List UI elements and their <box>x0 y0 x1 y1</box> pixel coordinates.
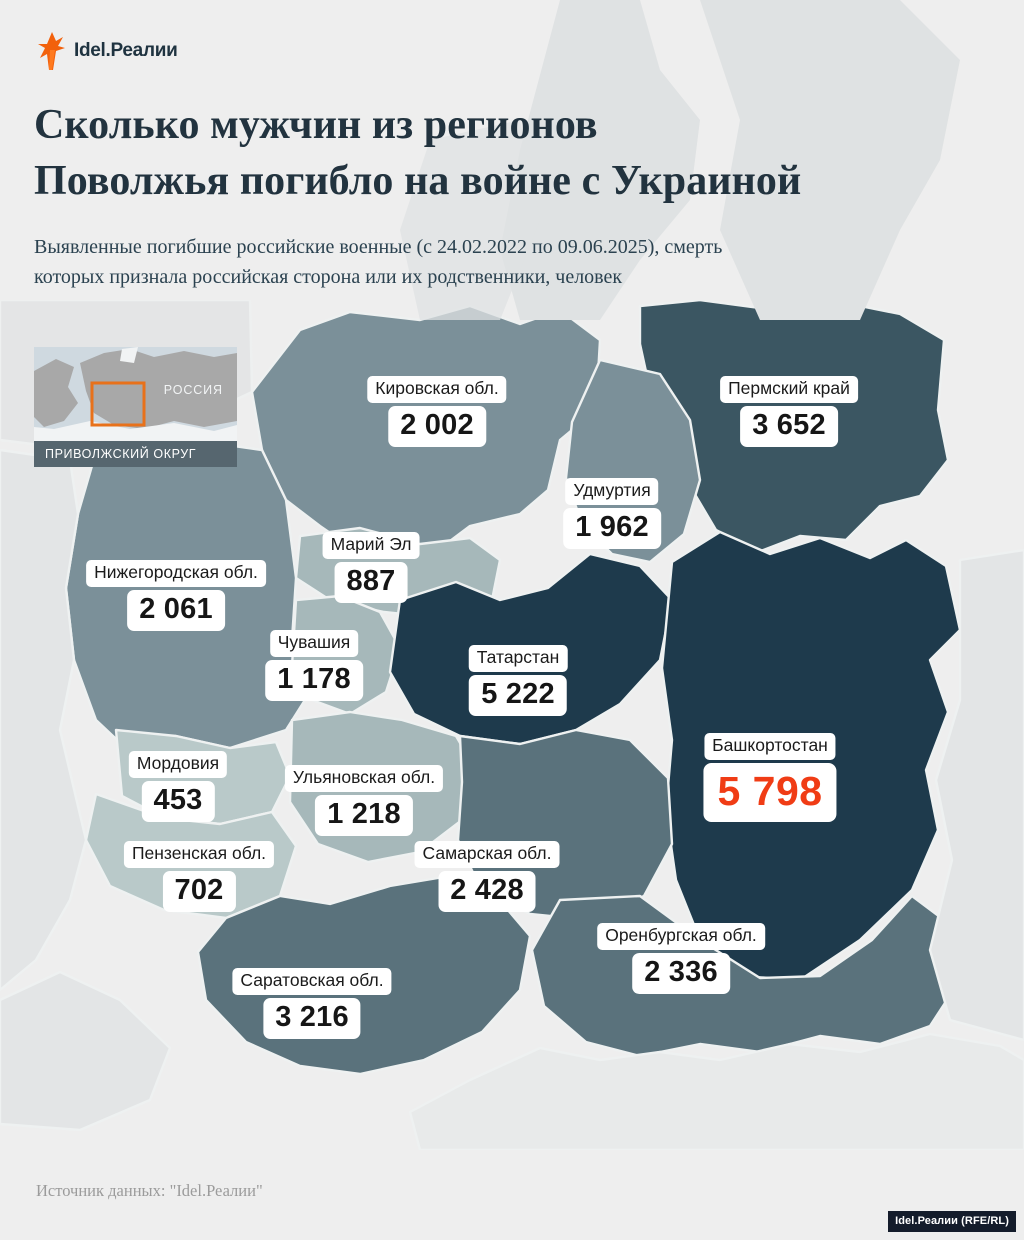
region-name: Удмуртия <box>565 478 659 505</box>
watermark-badge: Idel.Реалии (RFE/RL) <box>888 1211 1016 1232</box>
title-line-2: Поволжья погибло на войне с Украиной <box>34 157 802 204</box>
region-value: 702 <box>162 870 236 912</box>
region-name: Кировская обл. <box>367 376 507 403</box>
region-label-ulyanovsk[interactable]: Ульяновская обл. 1 218 <box>284 765 444 836</box>
region-name: Чувашия <box>269 630 359 657</box>
region-name: Оренбургская обл. <box>597 923 765 950</box>
region-value: 1 962 <box>563 507 661 549</box>
region-label-orenburg[interactable]: Оренбургская обл. 2 336 <box>597 923 765 994</box>
region-label-penza[interactable]: Пензенская обл. 702 <box>123 841 275 912</box>
region-label-kirov[interactable]: Кировская обл. 2 002 <box>367 376 507 447</box>
page-subtitle: Выявленные погибшие российские военные (… <box>34 232 964 292</box>
region-label-bashkortostan[interactable]: Башкортостан 5 798 <box>703 733 837 823</box>
title-line-1: Сколько мужчин из регионов <box>34 102 598 148</box>
region-value: 1 218 <box>315 794 413 836</box>
region-name: Пермский край <box>720 376 858 403</box>
source-note: Источник данных: "Idel.Реалии" <box>36 1181 263 1200</box>
region-name: Ульяновская обл. <box>284 765 444 792</box>
region-name: Марий Эл <box>322 532 420 559</box>
brand-logo[interactable]: Idel.Реалии <box>38 32 178 70</box>
page-title: Сколько мужчин из регионов Поволжья поги… <box>34 98 984 210</box>
region-value: 3 216 <box>263 997 361 1039</box>
inset-highlight-rect <box>90 381 146 427</box>
flame-torch-icon <box>38 32 65 70</box>
subtitle-line-2: которых признала российская сторона или … <box>34 266 623 288</box>
region-value: 2 002 <box>388 405 486 447</box>
region-value: 1 178 <box>265 659 363 701</box>
region-neighbor-southwest <box>0 970 172 1132</box>
region-label-nizhny-novgorod[interactable]: Нижегородская обл. 2 061 <box>86 560 266 631</box>
subtitle-line-1: Выявленные погибшие российские военные (… <box>34 236 723 258</box>
region-name: Пензенская обл. <box>123 841 275 868</box>
inset-locator-map: РОССИЯ ПРИВОЛЖСКИЙ ОКРУГ <box>34 347 237 467</box>
region-name: Саратовская обл. <box>232 968 392 995</box>
region-label-mari-el[interactable]: Марий Эл 887 <box>322 532 420 603</box>
region-value: 2 428 <box>438 870 536 912</box>
inset-district-label: ПРИВОЛЖСКИЙ ОКРУГ <box>45 447 197 461</box>
region-value: 5 798 <box>703 762 837 823</box>
brand-name: Idel.Реалии <box>74 40 178 61</box>
region-label-mordovia[interactable]: Мордовия 453 <box>128 751 228 822</box>
region-neighbor-west <box>0 448 88 992</box>
region-value: 5 222 <box>469 674 567 716</box>
region-label-tatarstan[interactable]: Татарстан 5 222 <box>468 645 568 716</box>
inset-water-and-outside <box>34 347 237 441</box>
region-name: Самарская обл. <box>414 841 560 868</box>
region-name: Мордовия <box>128 751 228 778</box>
region-value: 3 652 <box>740 405 838 447</box>
region-label-samara[interactable]: Самарская обл. 2 428 <box>414 841 560 912</box>
region-neighbor-east <box>928 548 1024 1042</box>
inset-country-label: РОССИЯ <box>163 383 223 397</box>
region-label-udmurtia[interactable]: Удмуртия 1 962 <box>563 478 661 549</box>
region-name: Нижегородская обл. <box>86 560 266 587</box>
region-name: Татарстан <box>468 645 568 672</box>
region-kazakhstan <box>408 1032 1024 1150</box>
region-value: 887 <box>334 561 408 603</box>
inset-district-bar: ПРИВОЛЖСКИЙ ОКРУГ <box>34 441 237 467</box>
inset-landmass <box>34 349 237 429</box>
region-label-saratov[interactable]: Саратовская обл. 3 216 <box>232 968 392 1039</box>
region-value: 453 <box>141 780 215 822</box>
background-map-silhouette <box>0 0 1024 320</box>
region-value: 2 336 <box>632 952 730 994</box>
region-label-perm[interactable]: Пермский край 3 652 <box>720 376 858 447</box>
region-value: 2 061 <box>127 589 225 631</box>
region-label-chuvashia[interactable]: Чувашия 1 178 <box>265 630 363 701</box>
region-name: Башкортостан <box>704 733 836 760</box>
